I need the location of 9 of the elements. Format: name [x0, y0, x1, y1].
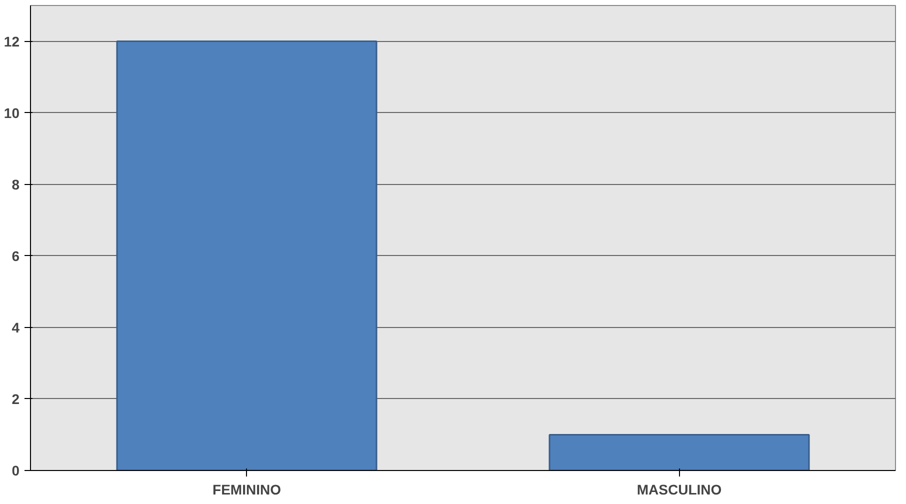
y-tick-label: 6 [12, 248, 20, 264]
x-tick-label: MASCULINO [636, 482, 722, 498]
y-tick-label: 4 [12, 319, 20, 336]
y-tick-label: 0 [12, 462, 20, 478]
y-tick-label: 10 [4, 104, 20, 121]
x-tick-label: FEMININO [212, 482, 282, 498]
y-tick-label: 12 [4, 33, 20, 50]
y-tick-label: 2 [12, 390, 20, 407]
y-tick-label: 8 [12, 176, 20, 192]
